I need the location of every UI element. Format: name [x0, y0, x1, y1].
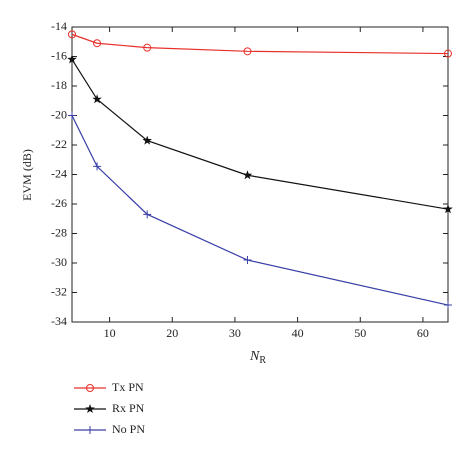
marker	[444, 49, 452, 58]
x-tick-label: 10	[104, 326, 116, 340]
y-axis-label: EVM (dB)	[20, 149, 34, 201]
marker	[86, 426, 94, 434]
marker	[86, 384, 94, 392]
marker	[444, 301, 452, 310]
y-tick-label: -16	[51, 48, 67, 62]
series-line	[71, 33, 449, 55]
legend-label: Rx PN	[112, 401, 145, 415]
x-tick-label: 60	[417, 326, 429, 340]
plot-frame	[71, 26, 449, 323]
marker	[143, 210, 152, 219]
marker	[68, 111, 76, 120]
x-tick-label: 30	[229, 326, 241, 340]
y-tick-label: -28	[51, 225, 67, 239]
marker	[92, 94, 102, 104]
x-tick-label: 20	[166, 326, 178, 340]
marker	[143, 43, 152, 52]
legend-label: Tx PN	[112, 380, 144, 394]
series-line	[71, 115, 449, 306]
y-tick-label: -30	[51, 255, 67, 269]
marker	[142, 135, 152, 145]
x-tick-label: 50	[354, 326, 366, 340]
y-tick-label: -18	[51, 78, 67, 92]
marker	[68, 30, 76, 39]
x-axis-label-sub: R	[259, 355, 266, 366]
marker	[85, 404, 95, 413]
series-line	[71, 59, 449, 210]
marker	[443, 204, 453, 214]
marker	[243, 256, 252, 265]
legend-label: No PN	[112, 422, 145, 436]
marker	[93, 39, 102, 48]
y-tick-label: -20	[51, 107, 67, 121]
y-tick-label: -32	[51, 284, 67, 298]
marker	[242, 170, 253, 180]
y-tick-label: -24	[51, 166, 67, 180]
x-axis-label: NR	[249, 349, 266, 366]
y-tick-label: -34	[51, 314, 67, 328]
marker	[93, 162, 102, 171]
y-tick-label: -22	[51, 137, 67, 151]
marker	[243, 47, 252, 56]
y-tick-label: -14	[51, 19, 67, 33]
x-axis-label-main: N	[249, 349, 260, 364]
y-tick-label: -26	[51, 196, 67, 210]
x-tick-label: 40	[292, 326, 304, 340]
marker	[67, 54, 77, 64]
